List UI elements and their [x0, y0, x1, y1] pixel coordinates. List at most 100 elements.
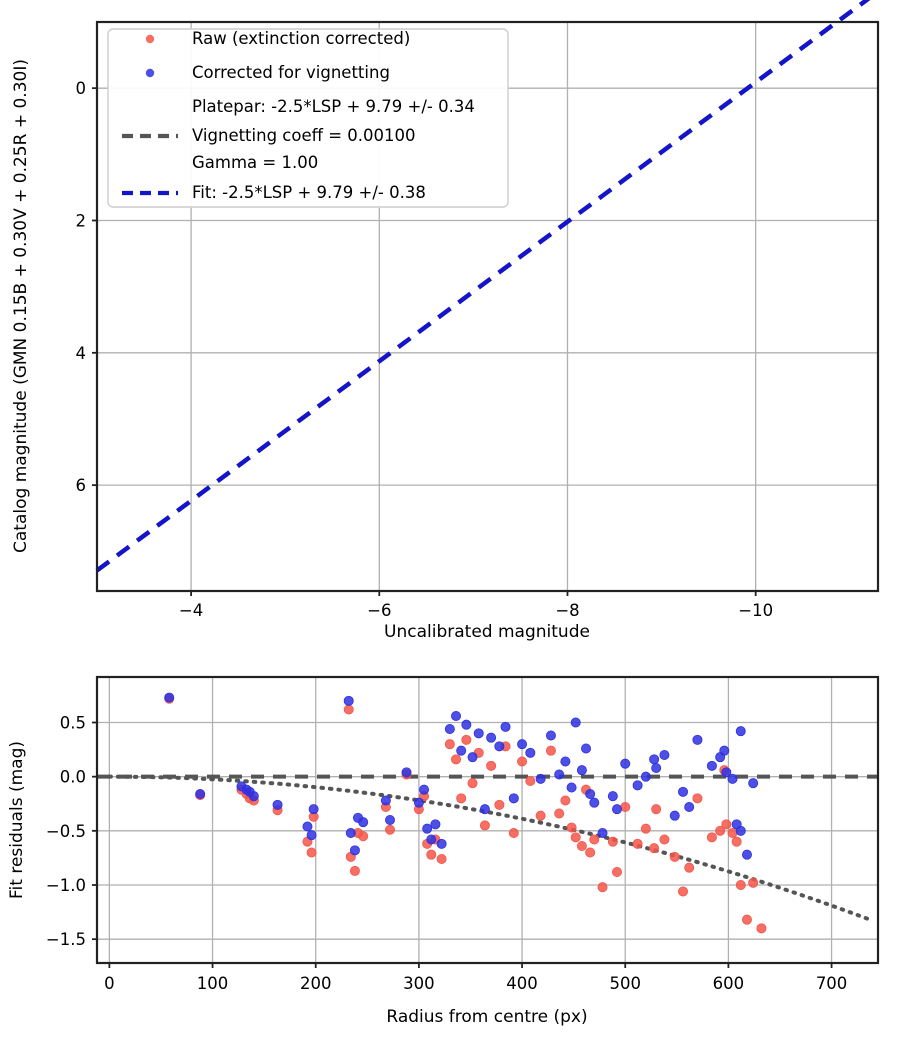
legend-label: Raw (extinction corrected)	[192, 29, 410, 48]
data-point	[401, 767, 412, 778]
data-point	[494, 799, 505, 810]
data-point	[706, 832, 717, 843]
data-point	[456, 793, 467, 804]
top-xaxis-label: Uncalibrated magnitude	[384, 622, 590, 642]
data-point	[669, 851, 680, 862]
data-point	[640, 771, 651, 782]
data-point	[444, 739, 455, 750]
top-xtick-label: −8	[555, 601, 579, 620]
data-point	[384, 815, 395, 826]
data-point	[576, 765, 587, 776]
data-point	[164, 692, 175, 703]
bottom-xaxis-label: Radius from centre (px)	[386, 1007, 587, 1027]
data-point	[554, 808, 565, 819]
data-point	[436, 854, 447, 865]
bottom-xtick-label: 700	[816, 974, 848, 993]
legend-marker-dot	[145, 68, 155, 78]
bottom-ytick-label: −1.0	[46, 876, 86, 895]
data-point	[719, 745, 730, 756]
data-point	[684, 862, 695, 873]
bottom-xtick-label: 400	[506, 974, 538, 993]
legend-label: Vignetting coeff = 0.00100	[192, 126, 416, 145]
data-point	[585, 847, 596, 858]
data-point	[508, 793, 519, 804]
data-point	[649, 754, 660, 765]
top-axes-frame	[95, 20, 880, 593]
data-point	[607, 791, 618, 802]
data-point	[607, 836, 618, 847]
data-point	[535, 810, 546, 821]
data-point	[451, 711, 462, 722]
legend-items: Raw (extinction corrected) Corrected for …	[122, 29, 475, 202]
data-point	[467, 752, 478, 763]
data-point	[343, 704, 354, 715]
fit-residuals-panel: 0 100 200 300 400 500 600 700 0.5 0.0 −0.5 −1.0 −1.5…	[7, 675, 880, 1027]
top-fit-line	[95, 0, 871, 573]
bottom-ytick-label: 0.0	[60, 768, 86, 787]
data-point	[525, 776, 536, 787]
data-point	[632, 838, 643, 849]
data-point	[721, 819, 732, 830]
data-point	[358, 831, 369, 842]
bottom-yaxis-label: Fit residuals (mag)	[7, 741, 27, 899]
data-point	[735, 726, 746, 737]
data-point	[678, 786, 689, 797]
data-point	[358, 817, 369, 828]
legend[interactable]: Raw (extinction corrected) Corrected for …	[107, 28, 509, 208]
data-point	[479, 804, 490, 815]
data-point	[461, 734, 472, 745]
data-point	[349, 845, 360, 856]
data-point	[525, 747, 536, 758]
data-point	[494, 741, 505, 752]
top-ytick-label: 6	[76, 476, 87, 495]
data-point	[343, 695, 354, 706]
data-point	[721, 767, 732, 778]
top-axis-ticks: −4 −6 −8 −10 0 2 4 6	[76, 79, 774, 620]
data-point	[597, 882, 608, 893]
data-point	[659, 834, 670, 845]
legend-label: Gamma = 1.00	[192, 153, 318, 172]
bottom-ytick-label: −1.5	[46, 930, 86, 949]
data-point	[649, 843, 660, 854]
data-point	[620, 802, 631, 813]
data-point	[545, 730, 556, 741]
data-point	[413, 797, 424, 808]
data-point	[467, 778, 478, 789]
legend-box	[107, 28, 509, 208]
bottom-axis-ticks: 0 100 200 300 400 500 600 700 0.5 0.0 −0.5 −1.0 −1.5	[46, 714, 847, 994]
data-point	[517, 756, 528, 767]
data-point	[461, 719, 472, 730]
data-point	[741, 849, 752, 860]
data-point	[349, 865, 360, 876]
data-point	[560, 795, 571, 806]
bottom-scatter-points	[164, 692, 767, 934]
data-point	[560, 756, 571, 767]
bottom-xtick-label: 600	[713, 974, 745, 993]
data-point	[272, 799, 283, 810]
bottom-xtick-label: 200	[300, 974, 332, 993]
data-point	[306, 847, 317, 858]
legend-label: Corrected for vignetting	[192, 63, 390, 82]
data-point	[195, 789, 206, 800]
bottom-xtick-label: 100	[197, 974, 229, 993]
legend-marker-dot	[145, 34, 155, 44]
bottom-xtick-label: 500	[609, 974, 641, 993]
data-point	[735, 825, 746, 836]
top-yaxis-label: Catalog magnitude (GMN 0.15B + 0.30V + 0…	[11, 59, 31, 553]
data-point	[692, 793, 703, 804]
data-point	[727, 773, 738, 784]
data-point	[554, 769, 565, 780]
top-ytick-label: 2	[76, 211, 87, 230]
data-point	[436, 838, 447, 849]
data-point	[566, 782, 577, 793]
bottom-ytick-label: −0.5	[46, 822, 86, 841]
data-point	[669, 810, 680, 821]
data-point	[308, 804, 319, 815]
data-point	[535, 773, 546, 784]
top-ytick-label: 0	[76, 79, 87, 98]
data-point	[581, 743, 592, 754]
data-point	[500, 721, 511, 732]
data-point	[678, 886, 689, 897]
data-point	[456, 745, 467, 756]
